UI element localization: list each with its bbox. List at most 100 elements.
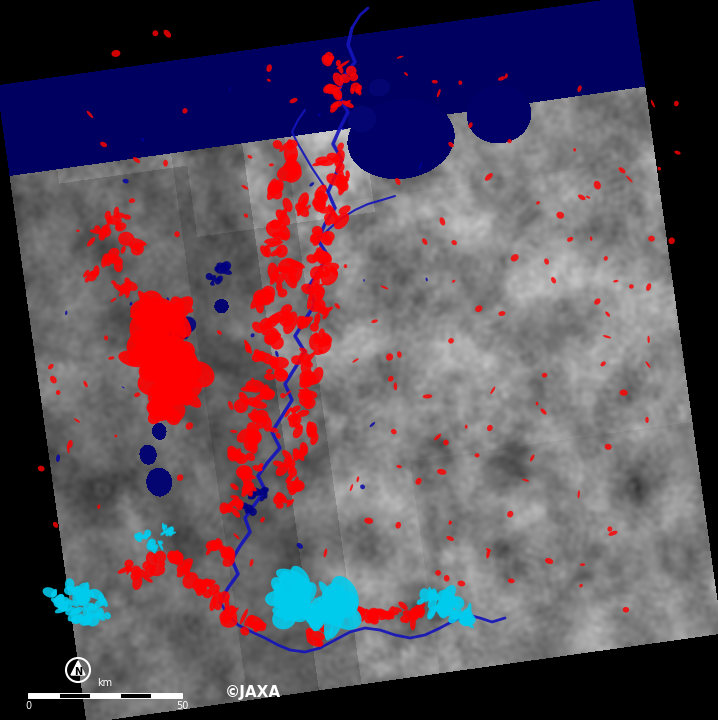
- Ellipse shape: [298, 390, 305, 398]
- Ellipse shape: [312, 367, 323, 384]
- Ellipse shape: [439, 603, 449, 618]
- Ellipse shape: [93, 612, 101, 618]
- Ellipse shape: [135, 536, 140, 539]
- Ellipse shape: [315, 156, 335, 166]
- Ellipse shape: [139, 340, 161, 361]
- Ellipse shape: [309, 182, 314, 186]
- Ellipse shape: [658, 167, 661, 171]
- Ellipse shape: [166, 409, 181, 425]
- Ellipse shape: [367, 610, 379, 623]
- Ellipse shape: [164, 304, 182, 338]
- Ellipse shape: [319, 246, 326, 264]
- Ellipse shape: [242, 482, 254, 493]
- Ellipse shape: [130, 312, 170, 322]
- Ellipse shape: [291, 405, 301, 413]
- Ellipse shape: [411, 608, 418, 615]
- Ellipse shape: [144, 564, 155, 577]
- Ellipse shape: [434, 596, 437, 602]
- Ellipse shape: [115, 220, 121, 230]
- Ellipse shape: [88, 590, 95, 598]
- Ellipse shape: [326, 174, 342, 186]
- Ellipse shape: [185, 361, 215, 387]
- Ellipse shape: [307, 254, 317, 264]
- Ellipse shape: [379, 611, 393, 620]
- Ellipse shape: [325, 220, 331, 225]
- Ellipse shape: [97, 505, 101, 509]
- Ellipse shape: [103, 224, 110, 235]
- Ellipse shape: [174, 549, 180, 565]
- Ellipse shape: [155, 340, 167, 350]
- Ellipse shape: [248, 431, 261, 445]
- Ellipse shape: [324, 623, 332, 631]
- Ellipse shape: [162, 345, 169, 356]
- Bar: [28, 693, 59, 698]
- Ellipse shape: [177, 367, 185, 377]
- Ellipse shape: [108, 254, 123, 265]
- Ellipse shape: [277, 266, 298, 274]
- Ellipse shape: [342, 100, 354, 108]
- Ellipse shape: [325, 263, 339, 271]
- Ellipse shape: [271, 357, 289, 369]
- Ellipse shape: [307, 284, 324, 292]
- Ellipse shape: [595, 298, 600, 305]
- Ellipse shape: [67, 608, 80, 621]
- Ellipse shape: [98, 594, 108, 607]
- Ellipse shape: [164, 307, 192, 338]
- Ellipse shape: [258, 487, 269, 495]
- Ellipse shape: [312, 251, 320, 262]
- Ellipse shape: [331, 576, 359, 611]
- Ellipse shape: [147, 297, 173, 310]
- Ellipse shape: [577, 490, 580, 498]
- Ellipse shape: [168, 551, 180, 563]
- Ellipse shape: [605, 444, 612, 450]
- Ellipse shape: [607, 526, 612, 531]
- Ellipse shape: [266, 64, 272, 72]
- Ellipse shape: [286, 139, 294, 150]
- Ellipse shape: [437, 590, 452, 605]
- Ellipse shape: [397, 351, 401, 358]
- Ellipse shape: [149, 564, 165, 576]
- Ellipse shape: [271, 187, 282, 199]
- Ellipse shape: [221, 263, 230, 269]
- Ellipse shape: [284, 408, 292, 418]
- Ellipse shape: [173, 370, 194, 395]
- Ellipse shape: [629, 284, 634, 289]
- Ellipse shape: [231, 508, 241, 518]
- Ellipse shape: [328, 204, 337, 219]
- Ellipse shape: [337, 60, 350, 69]
- Ellipse shape: [118, 566, 131, 574]
- Ellipse shape: [124, 281, 138, 291]
- Ellipse shape: [220, 545, 232, 556]
- Ellipse shape: [282, 266, 297, 289]
- Ellipse shape: [364, 608, 378, 624]
- Ellipse shape: [251, 292, 264, 309]
- Ellipse shape: [90, 271, 99, 276]
- Text: km: km: [98, 678, 113, 688]
- Ellipse shape: [182, 572, 198, 589]
- Ellipse shape: [301, 284, 316, 294]
- Ellipse shape: [146, 552, 157, 567]
- Ellipse shape: [171, 552, 184, 564]
- Ellipse shape: [330, 86, 342, 91]
- Ellipse shape: [176, 369, 193, 399]
- Ellipse shape: [292, 449, 299, 461]
- Ellipse shape: [449, 521, 452, 525]
- Ellipse shape: [275, 273, 285, 284]
- Ellipse shape: [245, 344, 251, 353]
- Ellipse shape: [486, 548, 491, 552]
- Ellipse shape: [269, 327, 279, 337]
- Ellipse shape: [317, 328, 325, 348]
- Ellipse shape: [169, 526, 174, 536]
- Ellipse shape: [158, 540, 164, 551]
- Ellipse shape: [59, 600, 72, 611]
- Ellipse shape: [332, 88, 342, 100]
- Ellipse shape: [251, 333, 254, 338]
- Ellipse shape: [263, 487, 268, 499]
- Ellipse shape: [287, 459, 295, 469]
- Ellipse shape: [146, 405, 167, 417]
- Ellipse shape: [316, 251, 332, 265]
- Ellipse shape: [409, 608, 421, 618]
- Ellipse shape: [573, 148, 576, 151]
- Ellipse shape: [227, 446, 239, 459]
- Ellipse shape: [265, 590, 288, 607]
